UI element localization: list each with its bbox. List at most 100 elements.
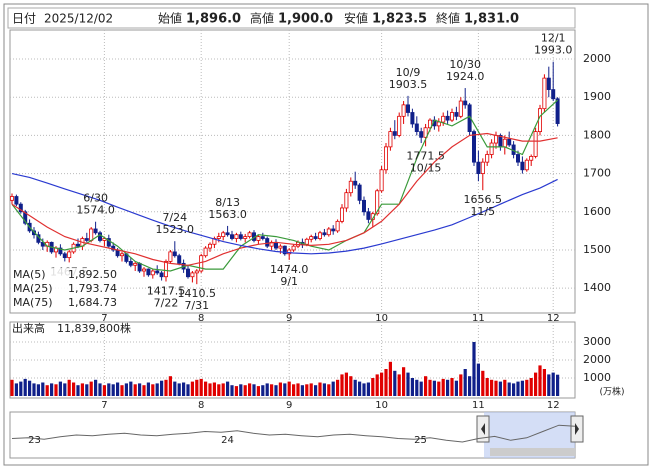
candle-body <box>401 104 406 117</box>
legend-name: MA(75) <box>13 296 53 309</box>
candle-body <box>410 112 415 125</box>
volume-bar <box>366 382 370 396</box>
legend-value: 1,684.73 <box>68 296 117 309</box>
navigator-label: 23 <box>28 435 41 446</box>
candle-body <box>291 245 296 251</box>
candle-body <box>247 232 252 238</box>
volume-bar <box>507 382 511 396</box>
candle-body <box>423 127 428 138</box>
volume-bar <box>340 374 344 396</box>
volume-bar <box>10 379 14 396</box>
candle-body <box>282 245 287 255</box>
candle-body <box>133 262 138 266</box>
header-label: 始値 <box>158 11 182 26</box>
scrollbar[interactable] <box>490 448 575 456</box>
volume-bar <box>63 383 67 396</box>
annotation-date: 7/24 <box>162 211 187 224</box>
candle-body <box>128 261 133 266</box>
candle-body <box>155 270 160 274</box>
volume-bar <box>393 370 397 396</box>
volume-bar <box>19 381 23 396</box>
candle-body <box>405 104 410 113</box>
volume-bar <box>336 379 340 396</box>
candle-body <box>502 138 507 148</box>
volume-bar <box>375 374 379 396</box>
volume-value: 11,839,800株 <box>57 321 131 335</box>
volume-bar <box>503 379 507 396</box>
volume-bar <box>85 384 89 396</box>
x-tick-label: 11 <box>472 400 485 411</box>
volume-bar <box>305 384 309 396</box>
y-tick-label: 2000 <box>583 52 611 65</box>
candle-body <box>361 199 366 213</box>
volume-bar <box>111 384 115 396</box>
volume-bar <box>208 383 212 396</box>
volume-bar <box>54 384 58 396</box>
volume-bar <box>498 381 502 396</box>
header-label: 終値 <box>436 11 460 26</box>
annotation-date: 9/1 <box>280 275 298 288</box>
volume-bar <box>107 383 111 396</box>
annotation-date: 8/13 <box>215 196 240 209</box>
volume-bar <box>547 374 551 396</box>
legend-value: 1,793.74 <box>68 282 117 295</box>
volume-bar <box>239 384 243 396</box>
volume-bar <box>538 365 542 396</box>
volume-bar <box>252 384 256 396</box>
volume-bar <box>349 376 353 396</box>
volume-bar <box>217 384 221 396</box>
volume-bar <box>428 379 432 396</box>
y-tick-label: 1700 <box>583 167 611 180</box>
volume-bar <box>463 369 467 396</box>
candle-body <box>344 192 349 209</box>
volume-bar <box>76 385 80 396</box>
volume-bar <box>168 376 172 396</box>
volume-bar <box>58 381 62 396</box>
candle-body <box>76 243 81 247</box>
candle-body <box>89 228 94 241</box>
volume-bar <box>186 384 190 396</box>
candle-body <box>137 262 142 272</box>
candle-body <box>106 238 111 247</box>
annotation-date: 10/15 <box>410 161 442 174</box>
volume-bar <box>485 378 489 396</box>
candle-body <box>234 234 239 239</box>
candle-body <box>348 180 353 194</box>
navigator-label: 25 <box>414 435 427 446</box>
volume-bar <box>424 376 428 396</box>
x-tick-label: 8 <box>198 400 204 411</box>
volume-bar <box>45 385 49 396</box>
candle-body <box>392 131 397 136</box>
volume-bar <box>296 383 300 396</box>
volume-bar <box>155 383 159 396</box>
x-tick-label: 9 <box>286 400 292 411</box>
candle-body <box>67 251 72 259</box>
candle-body <box>419 131 424 138</box>
candle-body <box>278 245 283 249</box>
x-tick-label: 7 <box>101 313 107 324</box>
candle-body <box>485 154 490 163</box>
volume-bar <box>437 381 441 396</box>
volume-bar <box>36 384 40 396</box>
volume-bar <box>80 383 84 396</box>
candle-body <box>375 190 380 215</box>
volume-bar <box>261 385 265 396</box>
candle-body <box>190 272 195 278</box>
legend-bg <box>11 268 119 282</box>
annotation-date: 11/5 <box>470 205 495 218</box>
candle-body <box>9 196 14 201</box>
volume-bar <box>28 380 32 396</box>
volume-bar <box>124 383 128 396</box>
y-tick-label: 2000 <box>583 353 611 366</box>
candle-body <box>163 261 168 278</box>
candle-body <box>397 115 402 136</box>
volume-bar <box>151 384 155 396</box>
x-tick-label: 10 <box>375 313 388 324</box>
annotation-price: 1771.5 <box>406 149 445 162</box>
x-tick-label: 9 <box>286 313 292 324</box>
candle-body <box>150 270 155 276</box>
volume-bar <box>446 379 450 396</box>
volume-bar <box>160 380 164 396</box>
header-label: 高値 <box>250 11 274 26</box>
y-tick-label: 1400 <box>583 281 611 294</box>
